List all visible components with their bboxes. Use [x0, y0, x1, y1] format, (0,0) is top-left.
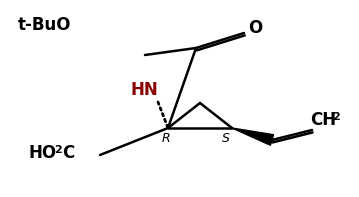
Text: CH: CH: [310, 111, 336, 129]
Text: O: O: [248, 19, 262, 37]
Text: HO: HO: [28, 144, 56, 162]
Polygon shape: [232, 128, 274, 145]
Text: t-BuO: t-BuO: [18, 16, 71, 34]
Text: S: S: [222, 132, 230, 145]
Text: 2: 2: [332, 112, 340, 122]
Text: C: C: [62, 144, 74, 162]
Text: R: R: [162, 132, 171, 145]
Text: 2: 2: [54, 145, 62, 155]
Text: HN: HN: [130, 81, 158, 99]
